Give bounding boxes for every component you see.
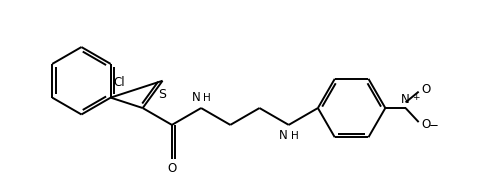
Text: N: N — [279, 129, 288, 142]
Text: N: N — [401, 93, 410, 106]
Text: O: O — [421, 83, 430, 96]
Text: H: H — [204, 93, 211, 103]
Text: +: + — [412, 93, 419, 102]
Text: S: S — [158, 88, 167, 101]
Text: Cl: Cl — [113, 76, 124, 89]
Text: −: − — [429, 119, 439, 132]
Text: O: O — [421, 118, 430, 131]
Text: N: N — [191, 91, 200, 104]
Text: H: H — [291, 130, 299, 140]
Text: O: O — [167, 162, 176, 175]
